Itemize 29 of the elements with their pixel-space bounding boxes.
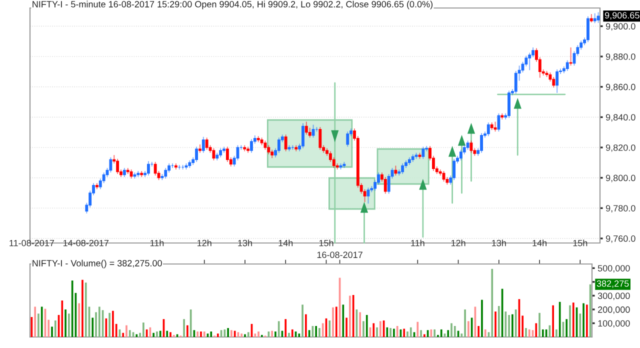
- text: 382,275: [596, 280, 629, 288]
- y-tick-label: 9,760.0: [606, 235, 636, 243]
- x-tick-label: 14-08-2017: [63, 240, 108, 246]
- x-tick-label: 14h: [532, 240, 546, 246]
- y-tick-label: 200,000: [598, 306, 630, 314]
- x-tick-label: 16-08-2017: [317, 252, 362, 258]
- y-tick-label: 9,840.0: [606, 114, 636, 122]
- x-tick-label: 15h: [573, 240, 588, 246]
- x-tick-label: 11h: [411, 240, 424, 246]
- x-tick-label: 15h: [319, 240, 334, 246]
- y-tick-label: 9,780.0: [606, 205, 636, 213]
- y-tick-label: 9,860.0: [606, 84, 636, 92]
- x-tick-label: 11-08-2017: [10, 240, 54, 246]
- x-tick-label: 12h: [198, 240, 212, 246]
- y-tick-label: 100,000: [598, 320, 630, 328]
- y-tick-label: 9,800.0: [606, 174, 636, 182]
- y-tick-label: 9,880.0: [606, 53, 636, 61]
- x-tick-label: 13h: [238, 240, 252, 246]
- y-tick-label: 9,820.0: [606, 144, 636, 152]
- x-tick-label: 13h: [492, 240, 506, 246]
- y-tick-label: 9,900.0: [606, 23, 636, 31]
- y-tick-label: 500,000: [598, 265, 630, 273]
- x-tick-label: 14h: [278, 240, 293, 246]
- chart-title: NIFTY-I - 5-minute 16-08-2017 15:29:00 Open 9904.05, Hi 9909.2, Lo 9902.2, Close 9906.65 (0.0%): [32, 0, 432, 10]
- y-tick-label: 300,000: [598, 292, 630, 300]
- x-tick-label: 11h: [150, 240, 164, 246]
- text: 9,906.65: [604, 12, 640, 20]
- x-tick-label: 12h: [451, 240, 466, 246]
- chart-title: NIFTY-I - Volume() = 382,275.00: [32, 260, 162, 268]
